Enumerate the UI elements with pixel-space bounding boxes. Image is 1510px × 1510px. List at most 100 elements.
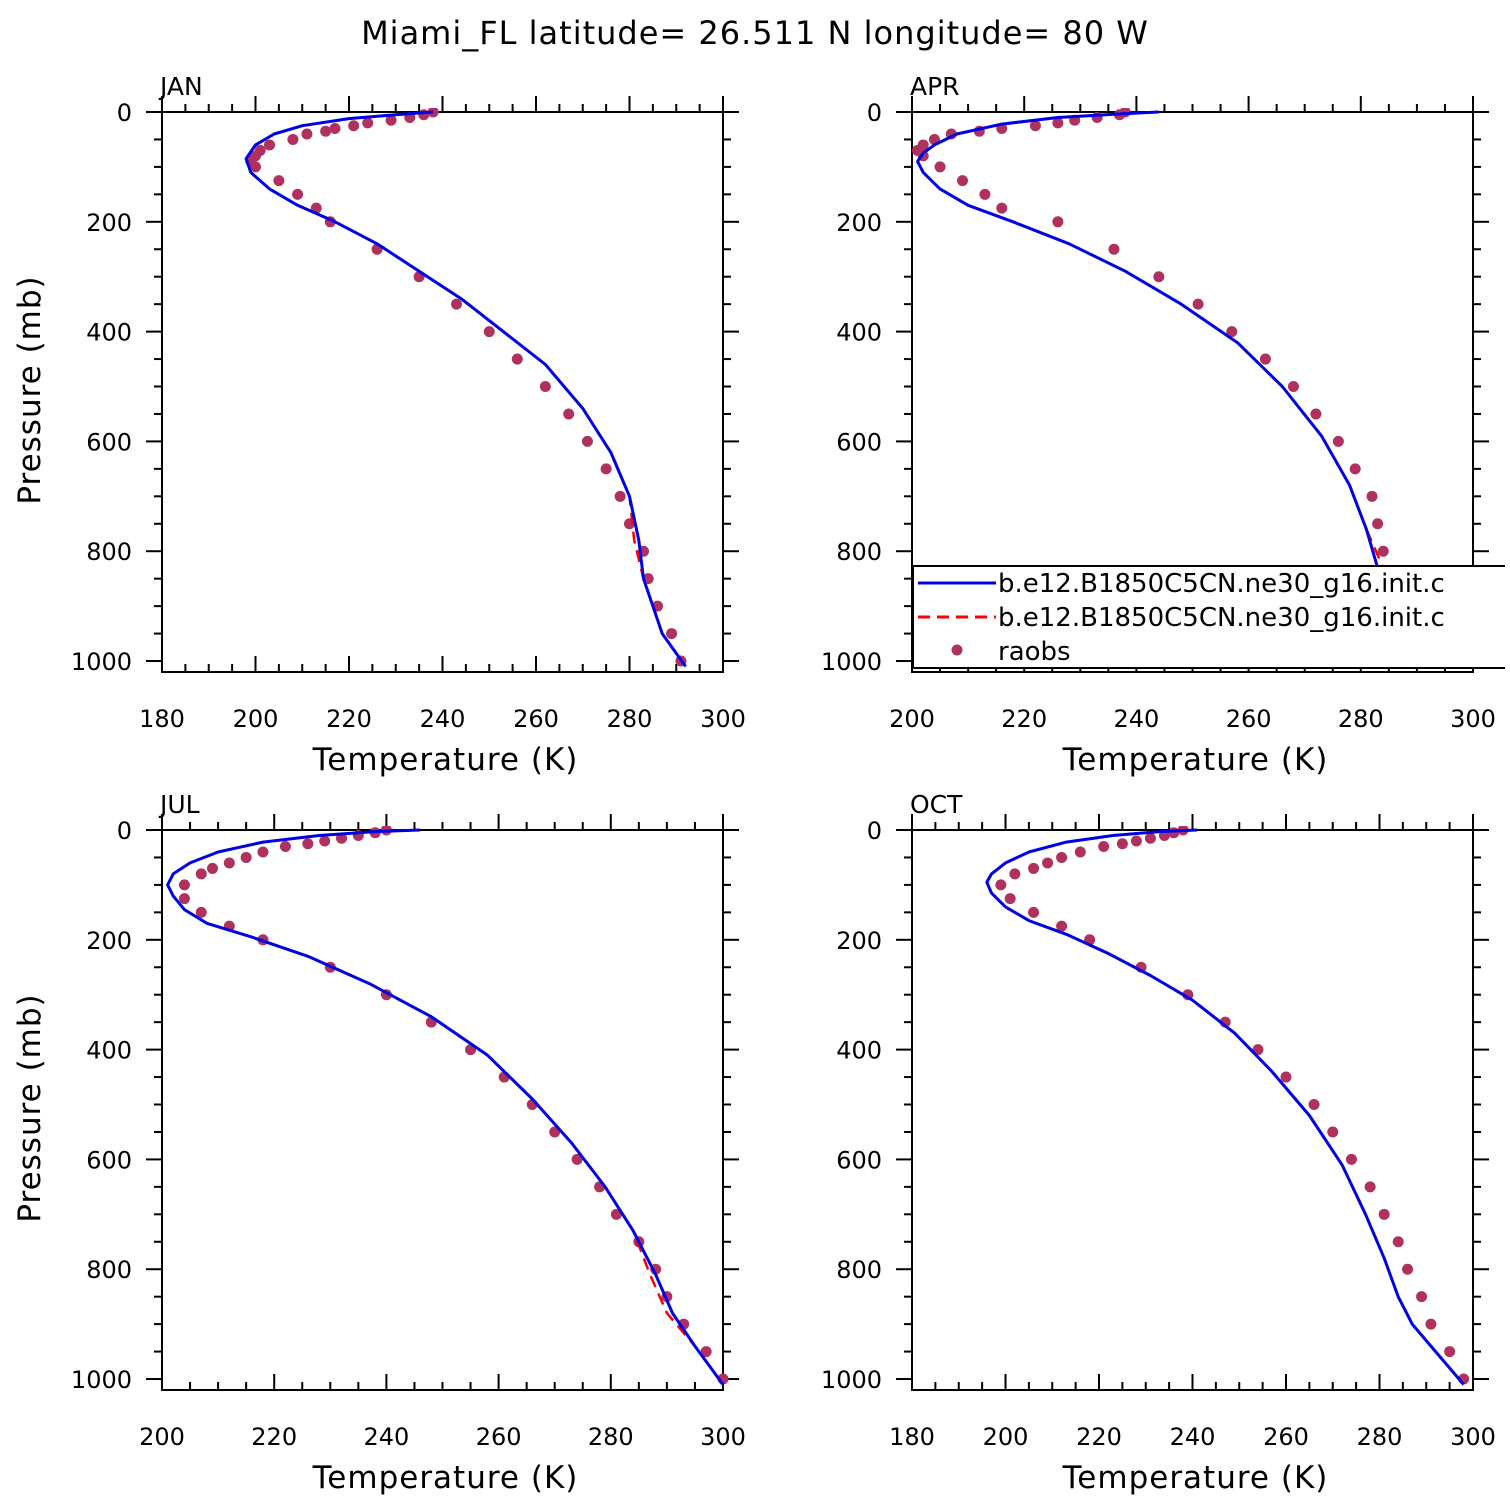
x-tick-label: 280 <box>1338 705 1384 733</box>
raobs-point <box>1425 1318 1437 1330</box>
y-tick-label: 800 <box>836 1256 882 1284</box>
panels: JAN 180 200 220 240 260 280 300 0 200 400 600 800 100… <box>12 72 1496 1496</box>
y-tick-label: 1000 <box>71 648 132 676</box>
raobs-point <box>1168 827 1180 839</box>
x-tick-label: 300 <box>700 1423 746 1451</box>
raobs-point <box>223 857 235 869</box>
x-tick-label: 260 <box>1263 1423 1309 1451</box>
raobs-point <box>1108 243 1120 255</box>
raobs-point <box>996 202 1008 214</box>
raobs-point <box>1345 1153 1357 1165</box>
raobs-point <box>385 114 397 126</box>
raobs-point <box>362 117 374 129</box>
raobs-point <box>1310 408 1322 420</box>
raobs-point <box>178 879 190 891</box>
y-tick-label: 0 <box>117 99 132 127</box>
raobs-point <box>1052 216 1064 228</box>
plot-frame <box>161 829 724 1391</box>
panel-apr: APR 200 220 240 260 280 300 0 200 400 600 800 1000 Te… <box>821 72 1496 778</box>
raobs-point <box>600 463 612 475</box>
x-tick-label: 260 <box>513 705 559 733</box>
raobs-point <box>287 133 299 145</box>
raobs-point <box>1144 832 1156 844</box>
y-tick-label: 800 <box>836 538 882 566</box>
y-tick-label: 400 <box>836 319 882 347</box>
y-tick-label: 800 <box>86 1256 132 1284</box>
figure-title: Miami_FL latitude= 26.511 N longitude= 8… <box>361 14 1149 52</box>
x-tick-label: 300 <box>700 705 746 733</box>
x-tick-label: 300 <box>1450 705 1496 733</box>
raobs-point <box>1116 838 1128 850</box>
model-line-dashed <box>244 110 687 668</box>
raobs-point <box>1259 353 1271 365</box>
raobs-point <box>320 125 332 137</box>
raobs-point <box>1130 835 1142 847</box>
y-tick-label: 1000 <box>821 648 882 676</box>
model-line-solid <box>166 828 725 1386</box>
raobs-point <box>1377 545 1389 557</box>
panel-title: APR <box>910 72 960 101</box>
model-line-dashed <box>985 828 1465 1386</box>
raobs-point <box>1029 120 1041 132</box>
y-axis-label: Pressure (mb) <box>12 993 48 1222</box>
legend-box: b.e12.B1850C5CN.ne30_g16.init.c b.e12.B18… <box>912 565 1505 669</box>
x-tick-label: 240 <box>1170 1423 1216 1451</box>
raobs-point <box>195 906 207 918</box>
y-tick-label: 600 <box>86 428 132 456</box>
y-tick-label: 400 <box>86 1037 132 1065</box>
raobs-point <box>1378 1208 1390 1220</box>
raobs-point <box>264 139 276 151</box>
raobs-point <box>195 868 207 880</box>
y-tick-label: 600 <box>836 1146 882 1174</box>
raobs-point <box>1009 868 1021 880</box>
panel-title: OCT <box>910 790 963 819</box>
x-tick-label: 220 <box>251 1423 297 1451</box>
x-tick-label: 200 <box>233 705 279 733</box>
raobs-point <box>511 353 523 365</box>
raobs-point <box>301 128 313 140</box>
raobs-point <box>1074 846 1086 858</box>
raobs-point <box>1287 381 1299 393</box>
raobs-point <box>1308 1099 1320 1111</box>
y-tick-label: 200 <box>86 209 132 237</box>
y-tick-label: 1000 <box>71 1366 132 1394</box>
y-tick-label: 0 <box>117 817 132 845</box>
legend: b.e12.B1850C5CN.ne30_g16.init.c b.e12.B18… <box>912 565 1505 669</box>
y-tick-label: 600 <box>86 1146 132 1174</box>
data-layer <box>166 826 729 1386</box>
raobs-point <box>319 835 331 847</box>
x-tick-label: 240 <box>363 1423 409 1451</box>
raobs-point <box>995 879 1007 891</box>
x-tick-label: 240 <box>1113 705 1159 733</box>
raobs-point <box>1392 1236 1404 1248</box>
x-tick-label: 200 <box>139 1423 185 1451</box>
x-tick-label: 220 <box>1076 1423 1122 1451</box>
x-tick-label: 240 <box>420 705 466 733</box>
raobs-point <box>1153 271 1165 283</box>
model-line-solid <box>916 110 1447 668</box>
raobs-point <box>279 840 291 852</box>
raobs-point <box>178 893 190 905</box>
x-axis-label: Temperature (K) <box>1062 1460 1329 1496</box>
x-tick-label: 200 <box>889 705 935 733</box>
panel-jan: JAN 180 200 220 240 260 280 300 0 200 400 600 800 100… <box>12 72 746 778</box>
raobs-point <box>1042 857 1054 869</box>
raobs-point <box>1192 298 1204 310</box>
y-axis-label: Pressure (mb) <box>12 275 48 504</box>
raobs-point <box>1349 463 1361 475</box>
x-tick-label: 260 <box>1226 705 1272 733</box>
x-tick-label: 200 <box>983 1423 1029 1451</box>
x-tick-label: 280 <box>588 1423 634 1451</box>
raobs-point <box>250 161 261 173</box>
x-tick-label: 180 <box>889 1423 935 1451</box>
raobs-point <box>581 435 593 447</box>
raobs-point <box>571 1153 583 1165</box>
x-tick-label: 220 <box>1001 705 1047 733</box>
x-tick-label: 280 <box>607 705 653 733</box>
raobs-point <box>700 1346 712 1358</box>
y-tick-label: 1000 <box>821 1366 882 1394</box>
panel-title: JAN <box>158 72 203 101</box>
x-tick-label: 280 <box>1357 1423 1403 1451</box>
raobs-point <box>956 175 968 187</box>
raobs-point <box>257 846 269 858</box>
